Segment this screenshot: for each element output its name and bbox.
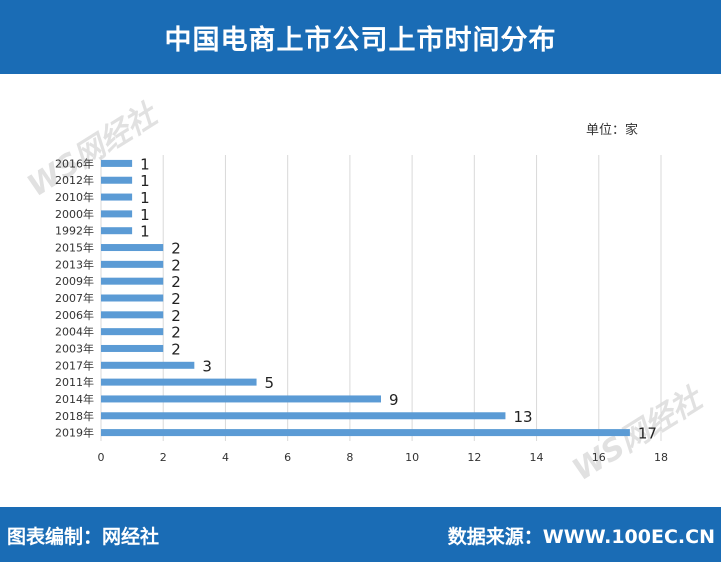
bar (101, 361, 195, 369)
bar (101, 277, 164, 285)
x-tick-label: 4 (222, 451, 229, 464)
bar (101, 328, 164, 336)
bar (101, 294, 164, 302)
x-axis-ticks: 0 2 4 6 8 10 12 14 16 18 (98, 451, 669, 464)
footer-source: 数据来源：WWW.100EC.CN (447, 526, 715, 548)
data-label: 1 (140, 155, 150, 173)
data-label: 1 (140, 206, 150, 224)
data-label: 2 (171, 273, 181, 291)
bar-chart: 2016年 2012年 2010年 2000年 1992年 2015年 2013年 2009年… (55, 155, 669, 464)
category-label: 2000年 (55, 207, 94, 221)
category-label: 2019年 (55, 426, 94, 440)
bars (101, 159, 630, 437)
x-tick-label: 8 (346, 451, 353, 464)
bar (101, 344, 164, 352)
data-label: 2 (171, 256, 181, 274)
bar (101, 227, 133, 235)
category-label: 2012年 (55, 173, 94, 187)
data-label: 2 (171, 240, 181, 258)
category-label: 2006年 (55, 308, 94, 322)
bar (101, 311, 164, 319)
data-label: 9 (389, 391, 399, 409)
category-label: 2018年 (55, 409, 94, 423)
data-label: 13 (513, 408, 532, 426)
category-label: 2016年 (55, 156, 94, 170)
x-tick-label: 16 (592, 451, 606, 464)
bar (101, 260, 164, 268)
data-label: 5 (265, 374, 275, 392)
chart-header: 中国电商上市公司上市时间分布 (0, 0, 721, 74)
data-label: 17 (638, 425, 657, 443)
data-label: 2 (171, 340, 181, 358)
data-label: 1 (140, 189, 150, 207)
bar (101, 412, 506, 420)
category-label: 2013年 (55, 257, 94, 271)
data-label: 2 (171, 307, 181, 325)
x-tick-label: 14 (530, 451, 544, 464)
category-label: 2010年 (55, 190, 94, 204)
bar (101, 159, 133, 167)
chart-footer: 图表编制：网经社 数据来源：WWW.100EC.CN (0, 507, 721, 562)
category-label: 2017年 (55, 358, 94, 372)
category-label: 2007年 (55, 291, 94, 305)
data-label: 2 (171, 324, 181, 342)
data-label: 1 (140, 172, 150, 190)
category-label: 2014年 (55, 392, 94, 406)
data-label: 1 (140, 223, 150, 241)
bar (101, 193, 133, 201)
category-label: 2011年 (55, 375, 94, 389)
x-tick-label: 6 (284, 451, 291, 464)
x-tick-label: 18 (654, 451, 668, 464)
bar (101, 210, 133, 218)
category-label: 1992年 (55, 224, 94, 238)
x-tick-label: 2 (160, 451, 167, 464)
category-label: 2009年 (55, 274, 94, 288)
data-label: 2 (171, 290, 181, 308)
x-tick-label: 12 (467, 451, 481, 464)
data-label: 3 (202, 357, 212, 375)
category-labels: 2016年 2012年 2010年 2000年 1992年 2015年 2013年 2009年… (55, 156, 94, 439)
x-tick-label: 0 (98, 451, 105, 464)
bar (101, 429, 630, 437)
category-label: 2015年 (55, 241, 94, 255)
bar (101, 395, 381, 403)
category-label: 2003年 (55, 341, 94, 355)
chart-title: 中国电商上市公司上市时间分布 (164, 24, 557, 56)
bar (101, 176, 133, 184)
grid-lines (100, 155, 662, 441)
unit-label: 单位：家 (586, 123, 639, 138)
footer-credit: 图表编制：网经社 (7, 526, 160, 548)
category-label: 2004年 (55, 325, 94, 339)
bar (101, 378, 257, 386)
x-tick-label: 10 (405, 451, 419, 464)
bar (101, 244, 164, 252)
